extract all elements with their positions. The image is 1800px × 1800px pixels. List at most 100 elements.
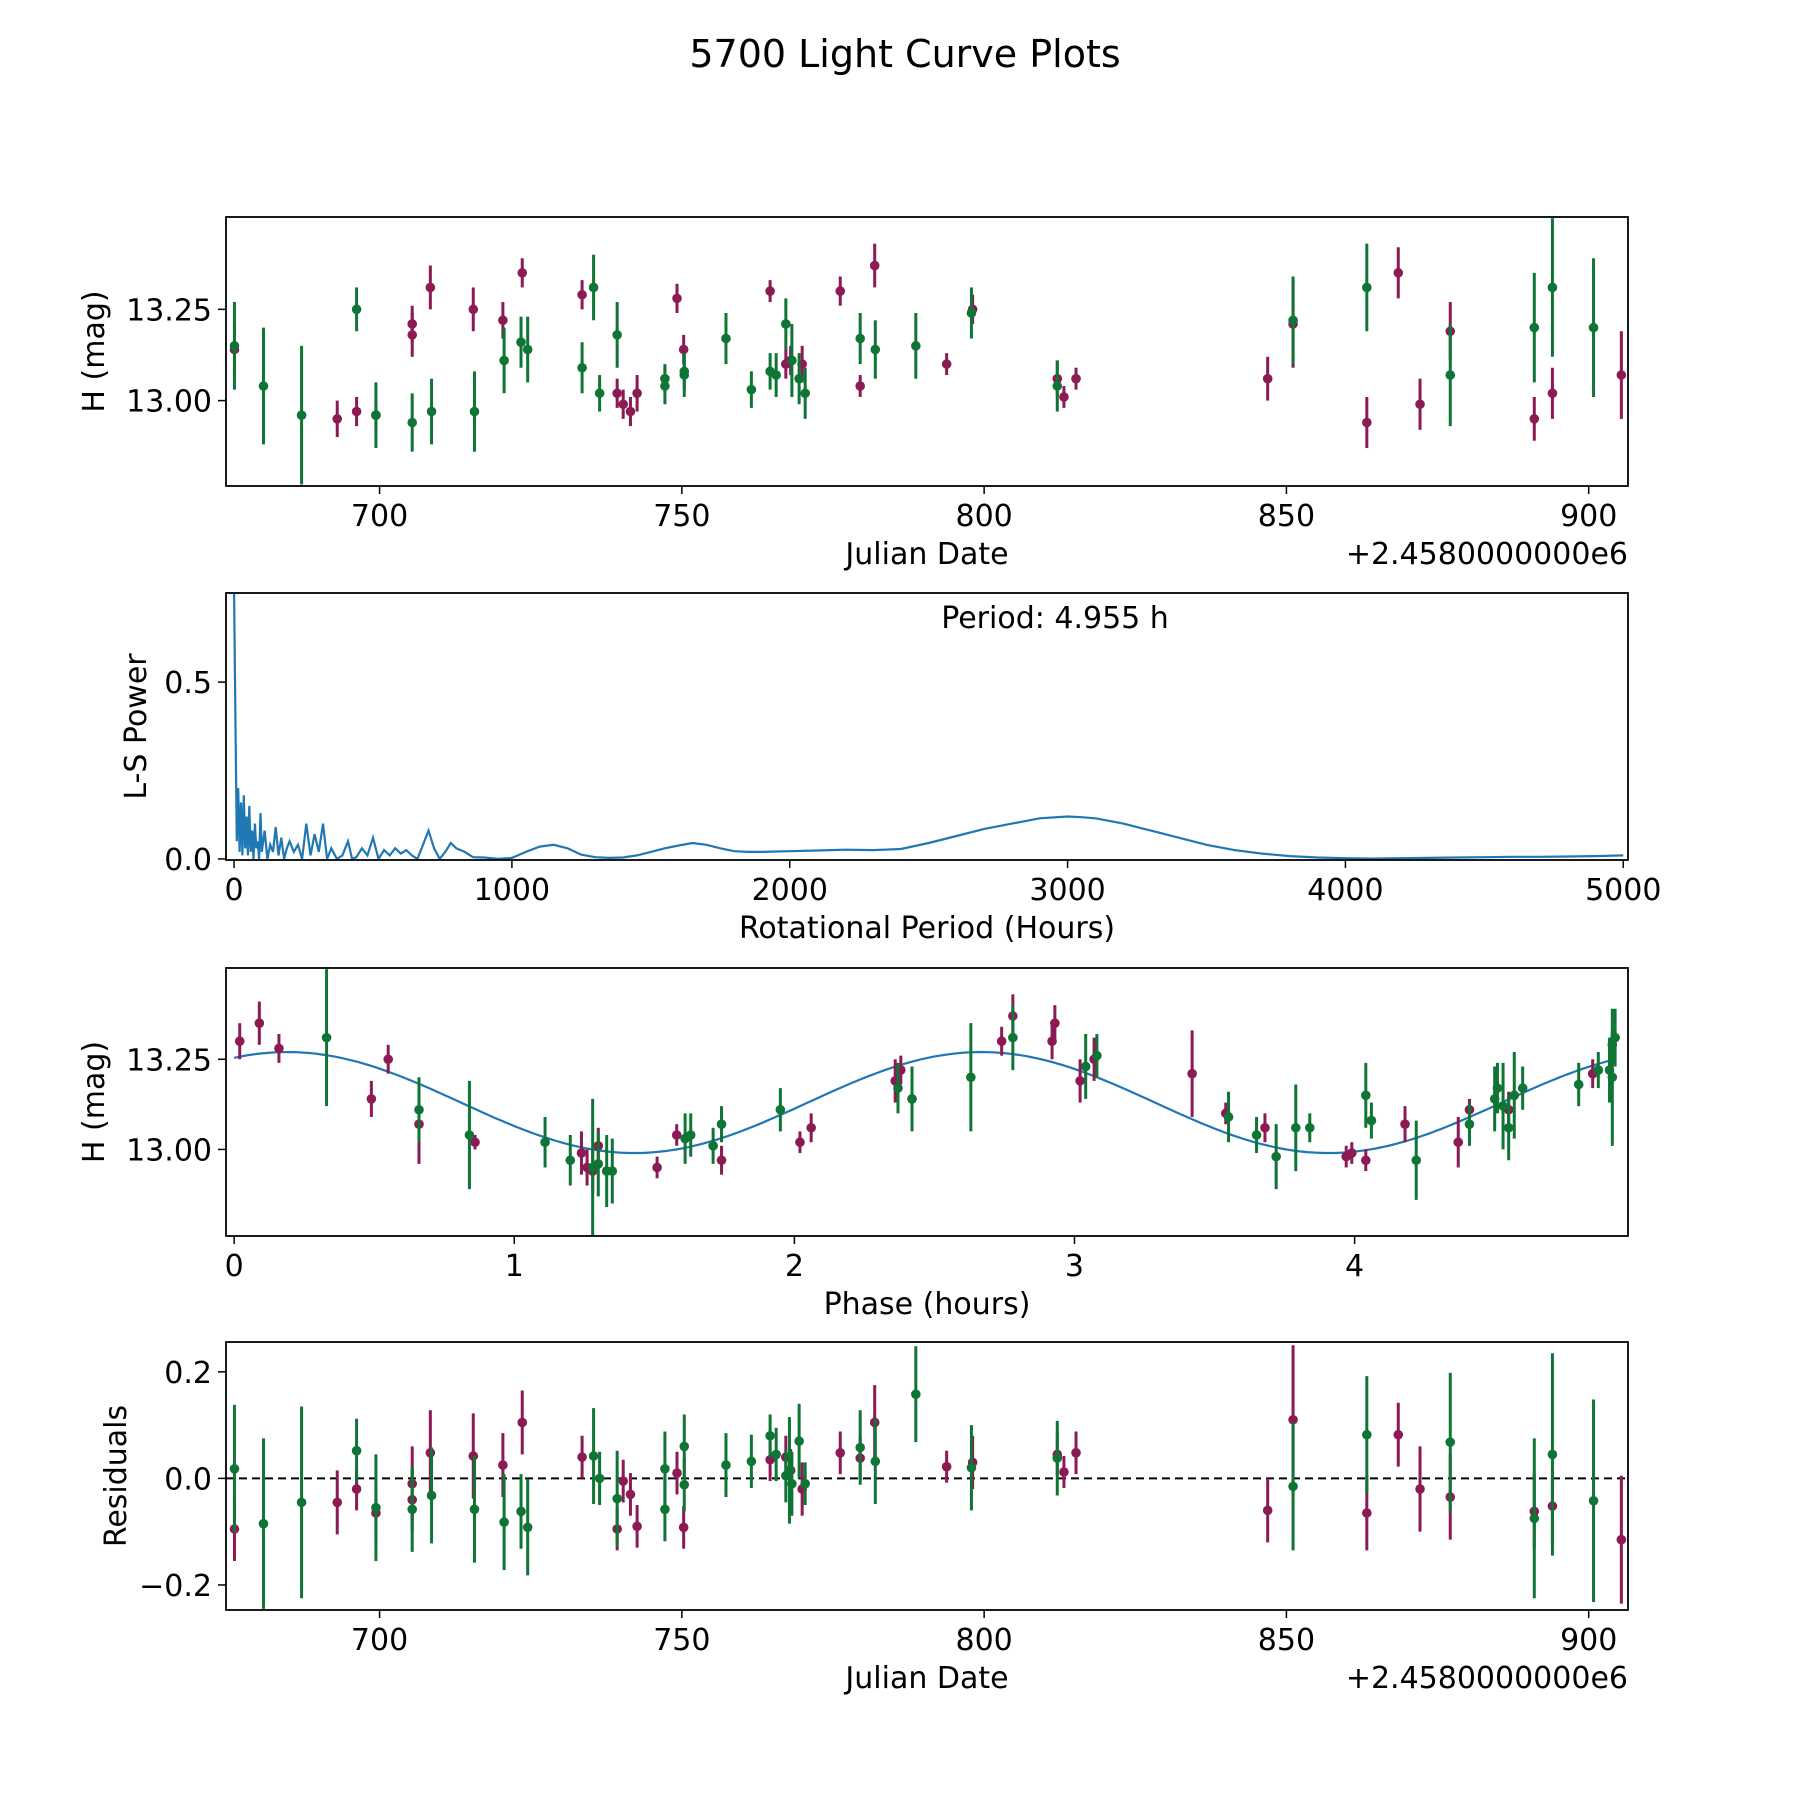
data-point bbox=[588, 1451, 599, 1461]
data-point bbox=[588, 282, 599, 293]
data-point bbox=[870, 344, 881, 355]
data-point bbox=[296, 410, 307, 420]
data-point bbox=[855, 333, 865, 344]
data-point bbox=[678, 1522, 689, 1533]
residuals-plot-area bbox=[226, 1345, 1628, 1609]
data-point bbox=[781, 319, 791, 329]
data-point bbox=[966, 1072, 976, 1083]
data-point bbox=[517, 268, 528, 278]
data-point bbox=[612, 330, 622, 340]
x-tick-label: 1000 bbox=[474, 873, 550, 908]
data-point bbox=[274, 1043, 284, 1054]
data-point bbox=[1288, 1481, 1298, 1492]
data-point bbox=[618, 399, 629, 410]
data-point bbox=[1509, 1090, 1520, 1101]
data-point bbox=[258, 1518, 269, 1529]
data-point bbox=[351, 1445, 362, 1456]
data-point bbox=[1366, 1115, 1377, 1126]
data-point bbox=[679, 1479, 690, 1490]
data-point bbox=[1290, 1122, 1301, 1133]
data-point bbox=[499, 1517, 509, 1527]
data-point bbox=[679, 370, 690, 380]
data-point bbox=[540, 1137, 550, 1148]
data-point bbox=[870, 1456, 881, 1467]
data-point bbox=[794, 1436, 804, 1446]
data-point bbox=[1080, 1061, 1091, 1072]
data-point bbox=[371, 410, 381, 420]
data-point bbox=[996, 1036, 1007, 1047]
x-tick-label: 4000 bbox=[1307, 873, 1383, 908]
y-tick-label: 13.25 bbox=[126, 293, 212, 328]
data-point bbox=[1262, 1505, 1273, 1516]
data-point bbox=[911, 1389, 921, 1400]
data-point bbox=[1288, 315, 1298, 326]
data-point bbox=[1361, 1090, 1371, 1101]
data-point bbox=[660, 1504, 670, 1515]
data-point bbox=[966, 308, 977, 318]
data-point bbox=[296, 1497, 307, 1508]
y-axis-label: L-S Power bbox=[119, 653, 154, 800]
x-tick-label: 750 bbox=[653, 499, 710, 534]
x-tick-label: 0 bbox=[225, 1249, 244, 1284]
data-point bbox=[787, 1478, 797, 1489]
data-point bbox=[1362, 1508, 1372, 1518]
periodogram-panel: 0 1000 2000 3000 4000 5000 0.0 0.5 Rotational Pe… bbox=[119, 592, 1661, 946]
data-point bbox=[672, 1468, 682, 1478]
data-point bbox=[1052, 1453, 1063, 1463]
data-point bbox=[498, 315, 508, 326]
data-point bbox=[716, 1155, 727, 1166]
data-point bbox=[1411, 1155, 1422, 1166]
x-axis-label: Julian Date bbox=[843, 537, 1008, 572]
data-point bbox=[1092, 1050, 1102, 1061]
data-point bbox=[787, 355, 797, 366]
data-point bbox=[911, 341, 921, 351]
data-point bbox=[685, 1130, 696, 1140]
data-point bbox=[746, 1456, 757, 1467]
x-tick-label: 850 bbox=[1258, 499, 1315, 534]
data-point bbox=[1547, 1449, 1558, 1460]
x-tick-label: 0 bbox=[225, 873, 244, 908]
data-point bbox=[470, 1137, 480, 1148]
data-point bbox=[612, 1493, 622, 1504]
data-point bbox=[765, 286, 775, 296]
data-point bbox=[576, 1148, 587, 1158]
periodogram-line bbox=[233, 593, 1624, 860]
data-point bbox=[1071, 373, 1081, 384]
data-point bbox=[835, 286, 846, 296]
data-point bbox=[414, 1104, 424, 1115]
data-point bbox=[407, 417, 418, 428]
data-point bbox=[966, 1462, 977, 1473]
data-point bbox=[1271, 1151, 1281, 1162]
data-point bbox=[1071, 1448, 1081, 1458]
data-point bbox=[425, 282, 436, 293]
data-point bbox=[660, 1464, 670, 1474]
data-point bbox=[351, 1484, 362, 1494]
data-point bbox=[1075, 1076, 1085, 1086]
data-point bbox=[1492, 1083, 1503, 1093]
y-tick-label: 13.25 bbox=[126, 1043, 212, 1078]
data-point bbox=[672, 293, 682, 304]
data-point bbox=[1588, 1495, 1599, 1506]
data-point bbox=[1547, 388, 1558, 399]
data-point bbox=[366, 1094, 377, 1104]
data-point bbox=[469, 406, 480, 417]
data-point bbox=[522, 344, 533, 355]
data-point bbox=[721, 333, 731, 344]
figure-title: 5700 Light Curve Plots bbox=[689, 32, 1120, 76]
data-point bbox=[594, 388, 605, 399]
data-point bbox=[721, 1460, 731, 1470]
data-point bbox=[765, 1430, 775, 1441]
data-point bbox=[660, 381, 670, 391]
data-point bbox=[565, 1155, 576, 1166]
y-tick-label: 0.0 bbox=[164, 843, 212, 878]
data-point bbox=[806, 1122, 816, 1133]
x-tick-label: 700 bbox=[351, 499, 408, 534]
phased-axes-frame bbox=[225, 967, 1629, 1237]
x-tick-label: 1 bbox=[505, 1249, 524, 1284]
data-point bbox=[612, 388, 622, 399]
x-tick-label: 800 bbox=[955, 1623, 1012, 1658]
lightcurve-panel: 700 750 800 850 900 13.00 13.25 Julian Date +2.4… bbox=[77, 216, 1629, 572]
data-point bbox=[1304, 1122, 1315, 1133]
data-point bbox=[632, 1521, 642, 1532]
